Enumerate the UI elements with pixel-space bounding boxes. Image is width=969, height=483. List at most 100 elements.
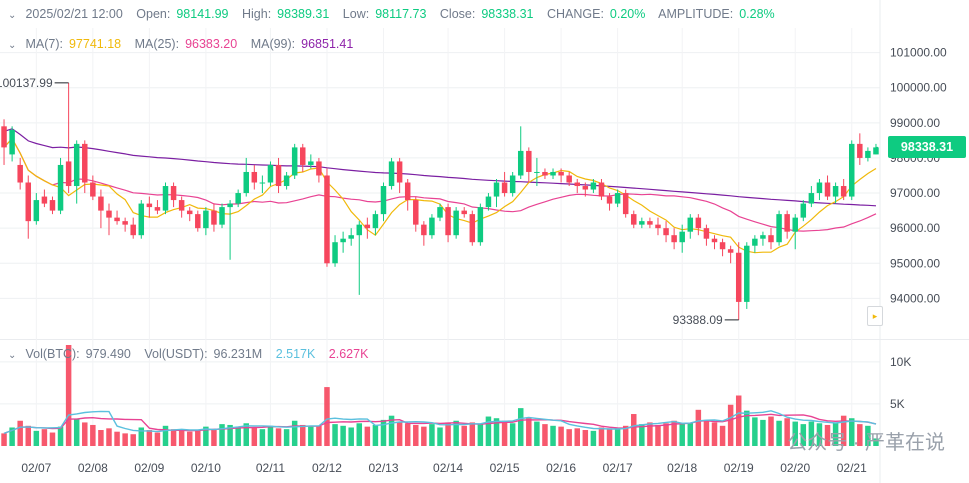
chevron-down-icon[interactable]: ⌄ — [8, 40, 17, 51]
candle-body — [663, 228, 669, 236]
candle-body — [267, 164, 274, 183]
amplitude-label: AMPLITUDE: — [658, 7, 734, 21]
ohlc-header: ⌄ 2025/02/21 12:00 Open: 98141.99 High: 98… — [8, 7, 785, 21]
candle-body — [735, 252, 742, 302]
high-marker-label: 100137.99 — [0, 76, 53, 90]
candle-body — [655, 224, 661, 229]
volume-bar — [873, 438, 879, 446]
candle-body — [727, 249, 734, 253]
volume-bar — [832, 422, 839, 446]
candle-body — [647, 221, 653, 225]
volume-bar — [840, 415, 847, 446]
candle-body — [186, 210, 193, 215]
ma99-value: 96851.41 — [301, 37, 354, 51]
volume-legend: ⌄ Vol(BTC): 979.490 Vol(USDT): 96.231M 2.5… — [8, 347, 378, 361]
candle-body — [65, 161, 72, 187]
candle-body — [857, 143, 863, 158]
ma25-label: MA(25): — [134, 37, 180, 51]
volume-bar — [687, 423, 694, 446]
candle-body — [413, 200, 419, 225]
candle-body — [744, 245, 750, 302]
volume-bar — [453, 420, 459, 446]
candle-body — [372, 214, 379, 229]
candle-body — [291, 147, 298, 176]
candle-body — [162, 186, 169, 211]
candle-body — [283, 175, 290, 187]
candle-body — [606, 196, 613, 204]
chevron-down-icon[interactable]: ⌄ — [8, 350, 17, 361]
volume-bar — [679, 424, 685, 446]
candle-body — [526, 150, 532, 172]
candle-body — [816, 182, 823, 194]
candle-body — [106, 210, 112, 218]
volume-bar — [65, 345, 72, 446]
candle-body — [558, 171, 564, 176]
volume-bar — [857, 424, 863, 446]
ma25-line — [3, 137, 877, 232]
volume-bars — [1, 345, 879, 446]
volume-bar — [509, 423, 516, 446]
candle-body — [695, 217, 702, 229]
candle-body — [235, 193, 241, 204]
volume-bar — [211, 429, 217, 446]
candle-body — [574, 182, 580, 187]
candle-body — [41, 196, 48, 204]
volume-bar — [404, 423, 411, 446]
candle-body — [49, 200, 56, 211]
candle-body — [509, 175, 516, 194]
candle-body — [348, 235, 354, 239]
candle-body — [590, 182, 597, 190]
candle-body — [251, 171, 258, 183]
volume-bar — [364, 426, 371, 446]
candle-body — [848, 143, 855, 197]
candle-body — [542, 171, 548, 176]
candle-body — [534, 171, 540, 173]
volume-bar — [622, 425, 629, 446]
candle-body — [340, 238, 346, 243]
volume-bar — [493, 418, 500, 446]
scroll-to-latest-button[interactable]: ▸ — [867, 306, 883, 326]
high-label: High: — [241, 7, 272, 21]
volume-bar — [776, 420, 782, 446]
candle-body — [203, 210, 209, 229]
candle-body — [275, 164, 282, 187]
volume-bar — [784, 418, 790, 446]
volume-bar — [534, 421, 540, 446]
volume-bar — [816, 423, 823, 446]
volume-bar — [267, 425, 274, 446]
volume-bar — [461, 425, 467, 446]
volume-bar — [114, 431, 120, 446]
candle-body — [461, 210, 467, 215]
date-tick-label: 02/16 — [546, 461, 576, 475]
volume-ma-line — [3, 410, 877, 435]
volume-bar — [631, 414, 637, 446]
candle-body — [517, 150, 524, 176]
date-tick-label: 02/10 — [191, 461, 221, 475]
candle-body — [98, 196, 104, 211]
volume-bar — [300, 424, 306, 446]
candle-body — [719, 242, 726, 250]
volume-bar — [752, 417, 758, 446]
vol-usdt-value: 96.231M — [213, 347, 263, 361]
candle-body — [784, 214, 790, 232]
volume-bar — [501, 420, 508, 446]
candle-body — [622, 193, 629, 215]
volume-bar — [283, 429, 290, 446]
price-tick-label: 100000.00 — [890, 81, 947, 95]
vol-btc-value: 979.490 — [85, 347, 131, 361]
date-axis: 02/07 02/08 02/09 02/10 02/11 02/12 02/13 02/14… — [21, 461, 867, 475]
volume-bar — [695, 409, 702, 446]
price-tick-label: 94000.00 — [890, 291, 940, 305]
ma99-line — [3, 128, 877, 207]
volume-bar — [340, 425, 346, 446]
chevron-down-icon[interactable]: ⌄ — [8, 10, 17, 21]
volume-bar — [719, 425, 726, 446]
volume-ma-line — [3, 413, 877, 435]
candle-body — [445, 207, 451, 236]
candle-body — [873, 147, 879, 155]
candle-body — [840, 186, 847, 197]
volume-bar — [760, 419, 766, 446]
volume-bar — [477, 424, 484, 446]
date-tick-label: 02/21 — [837, 461, 867, 475]
